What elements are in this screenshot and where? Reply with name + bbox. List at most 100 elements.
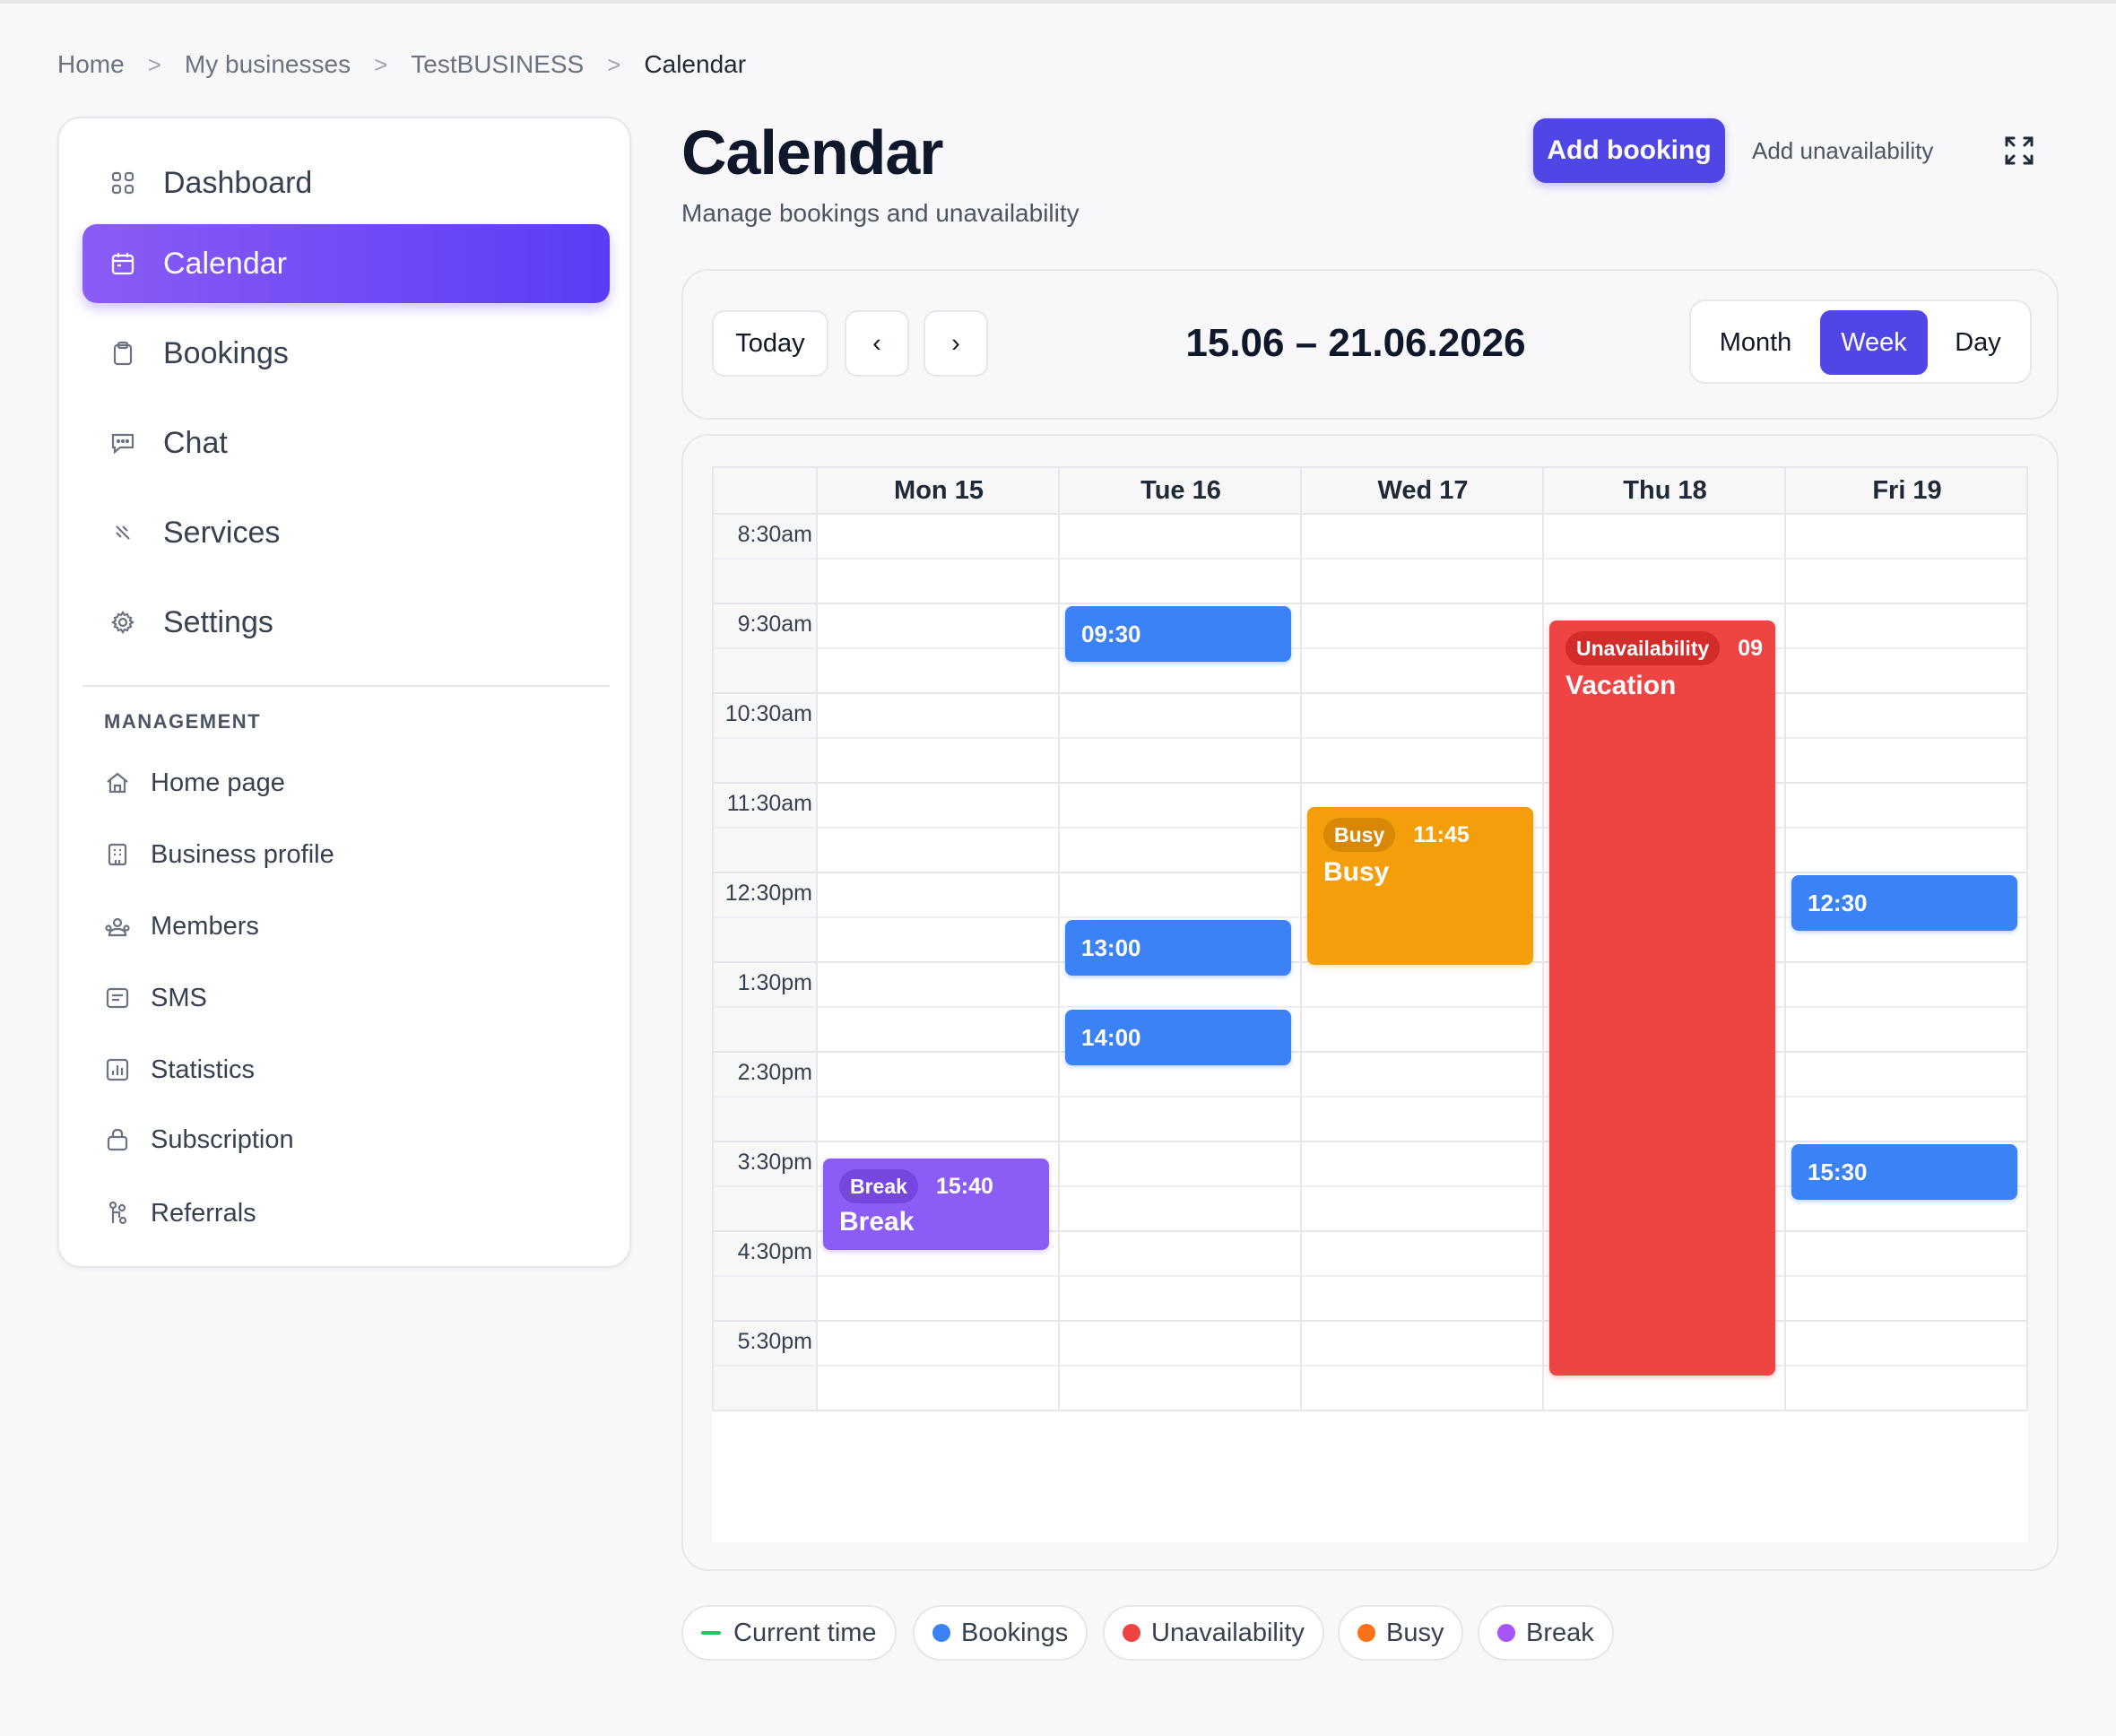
calendar-toolbar: Today ‹ › 15.06 – 21.06.2026 Month Week … [681, 269, 2059, 420]
legend-line-marker [701, 1631, 721, 1635]
breadcrumb-business[interactable]: TestBUSINESS [411, 50, 585, 78]
legend-busy: Busy [1338, 1605, 1464, 1661]
busy-event[interactable]: Busy 11:45 Busy [1307, 807, 1533, 965]
slot-line [712, 1141, 2028, 1142]
sidebar-item-label: Subscription [151, 1124, 294, 1154]
legend-current-time: Current time [681, 1605, 897, 1661]
add-booking-button[interactable]: Add booking [1533, 118, 1725, 183]
sidebar-item-settings[interactable]: Settings [82, 583, 610, 662]
sidebar-item-label: Business profile [151, 839, 334, 869]
day-header-row: Mon 15 Tue 16 Wed 17 Thu 18 Fri 19 [712, 466, 2028, 515]
members-icon [104, 913, 131, 940]
event-time: 14:00 [1081, 1023, 1141, 1051]
grid-column-line [1058, 466, 1060, 1411]
day-header-wed: Wed 17 [1377, 475, 1469, 505]
sidebar-item-bookings[interactable]: Bookings [82, 314, 610, 393]
slot-line [712, 737, 2028, 739]
slot-line [712, 1096, 2028, 1098]
chevron-right-icon: › [951, 328, 960, 358]
view-switcher: Month Week Day [1689, 299, 2032, 384]
sidebar-item-calendar[interactable]: Calendar [82, 224, 610, 303]
sidebar-item-sms[interactable]: SMS [104, 976, 207, 1020]
sidebar-item-label: Bookings [163, 335, 289, 370]
legend-dot [1357, 1624, 1375, 1642]
sidebar-item-dashboard[interactable]: Dashboard [82, 143, 610, 222]
slot-line [712, 647, 2028, 649]
view-week-button[interactable]: Week [1820, 310, 1928, 375]
sidebar-item-home-page[interactable]: Home page [104, 760, 285, 805]
unavailability-event[interactable]: Unavailability 09 Vacation [1549, 621, 1775, 1376]
legend-label: Current time [733, 1618, 877, 1647]
grid-column-line [712, 466, 714, 1411]
time-label: 1:30pm [737, 970, 812, 995]
top-border [0, 0, 2116, 4]
slot-line [712, 1275, 2028, 1277]
sidebar-item-business-profile[interactable]: Business profile [104, 832, 334, 877]
event-type-badge: Break [839, 1169, 918, 1203]
add-unavailability-button[interactable]: Add unavailability [1752, 136, 1934, 164]
sidebar-item-label: Settings [163, 604, 273, 639]
sidebar-item-chat[interactable]: Chat [82, 404, 610, 482]
gear-icon [109, 609, 136, 636]
services-icon [109, 519, 136, 546]
breadcrumb-current: Calendar [644, 50, 747, 78]
grid-column-line [1784, 466, 1786, 1411]
slot-line [712, 1230, 2028, 1232]
sidebar-item-subscription[interactable]: Subscription [104, 1117, 294, 1162]
event-time: 15:40 [935, 1173, 993, 1199]
sidebar-item-label: Calendar [163, 246, 287, 281]
event-title: Vacation [1565, 671, 1677, 700]
break-event[interactable]: Break 15:40 Break [823, 1159, 1049, 1250]
expand-icon[interactable] [1999, 131, 2039, 170]
grid-column-line [816, 466, 818, 1411]
view-day-button[interactable]: Day [1955, 327, 2001, 357]
page-title: Calendar [681, 117, 944, 187]
time-label: 5:30pm [737, 1329, 812, 1354]
statistics-icon [104, 1056, 131, 1083]
sidebar-item-members[interactable]: Members [104, 904, 259, 949]
prev-week-button[interactable]: ‹ [845, 310, 909, 377]
calendar-card: Mon 15 Tue 16 Wed 17 Thu 18 Fri 19 [681, 434, 2059, 1571]
week-grid: Mon 15 Tue 16 Wed 17 Thu 18 Fri 19 [712, 466, 2028, 1542]
booking-event[interactable]: 09:30 [1065, 606, 1291, 662]
clipboard-icon [109, 340, 136, 367]
event-title: Busy [1323, 857, 1390, 887]
today-button[interactable]: Today [712, 310, 828, 377]
event-time: 09:30 [1081, 620, 1141, 647]
booking-event[interactable]: 14:00 [1065, 1010, 1291, 1065]
breadcrumb-home[interactable]: Home [57, 50, 125, 78]
legend-label: Unavailability [1151, 1618, 1305, 1647]
slot-line [712, 1006, 2028, 1008]
event-time: 13:00 [1081, 933, 1141, 961]
time-label: 8:30am [737, 522, 812, 547]
legend-break: Break [1478, 1605, 1614, 1661]
time-label: 12:30pm [724, 881, 812, 906]
view-month-button[interactable]: Month [1719, 327, 1792, 357]
booking-event[interactable]: 15:30 [1791, 1144, 2017, 1200]
time-label: 10:30am [724, 701, 812, 726]
breadcrumb-my-businesses[interactable]: My businesses [184, 50, 351, 78]
slot-line [712, 1185, 2028, 1187]
slot-line [712, 1051, 2028, 1053]
chevron-left-icon: ‹ [872, 328, 881, 358]
event-type-badge: Busy [1323, 818, 1396, 852]
slot-line [712, 782, 2028, 784]
legend-label: Bookings [961, 1618, 1069, 1647]
time-label: 4:30pm [737, 1239, 812, 1264]
booking-event[interactable]: 13:00 [1065, 920, 1291, 976]
booking-event[interactable]: 12:30 [1791, 875, 2017, 931]
slot-line [712, 692, 2028, 694]
breadcrumb: Home > My businesses > TestBUSINESS > Ca… [57, 47, 746, 82]
sms-icon [104, 985, 131, 1011]
next-week-button[interactable]: › [924, 310, 988, 377]
sidebar-item-label: Members [151, 911, 259, 941]
sidebar-item-services[interactable]: Services [82, 493, 610, 572]
legend-label: Break [1526, 1618, 1594, 1647]
time-label: 9:30am [737, 612, 812, 637]
legend-dot [1123, 1624, 1140, 1642]
sidebar-item-statistics[interactable]: Statistics [104, 1047, 255, 1092]
legend-label: Busy [1386, 1618, 1444, 1647]
building-icon [104, 841, 131, 868]
sidebar-item-referrals[interactable]: Referrals [104, 1191, 256, 1236]
sidebar-item-label: Services [163, 515, 281, 550]
